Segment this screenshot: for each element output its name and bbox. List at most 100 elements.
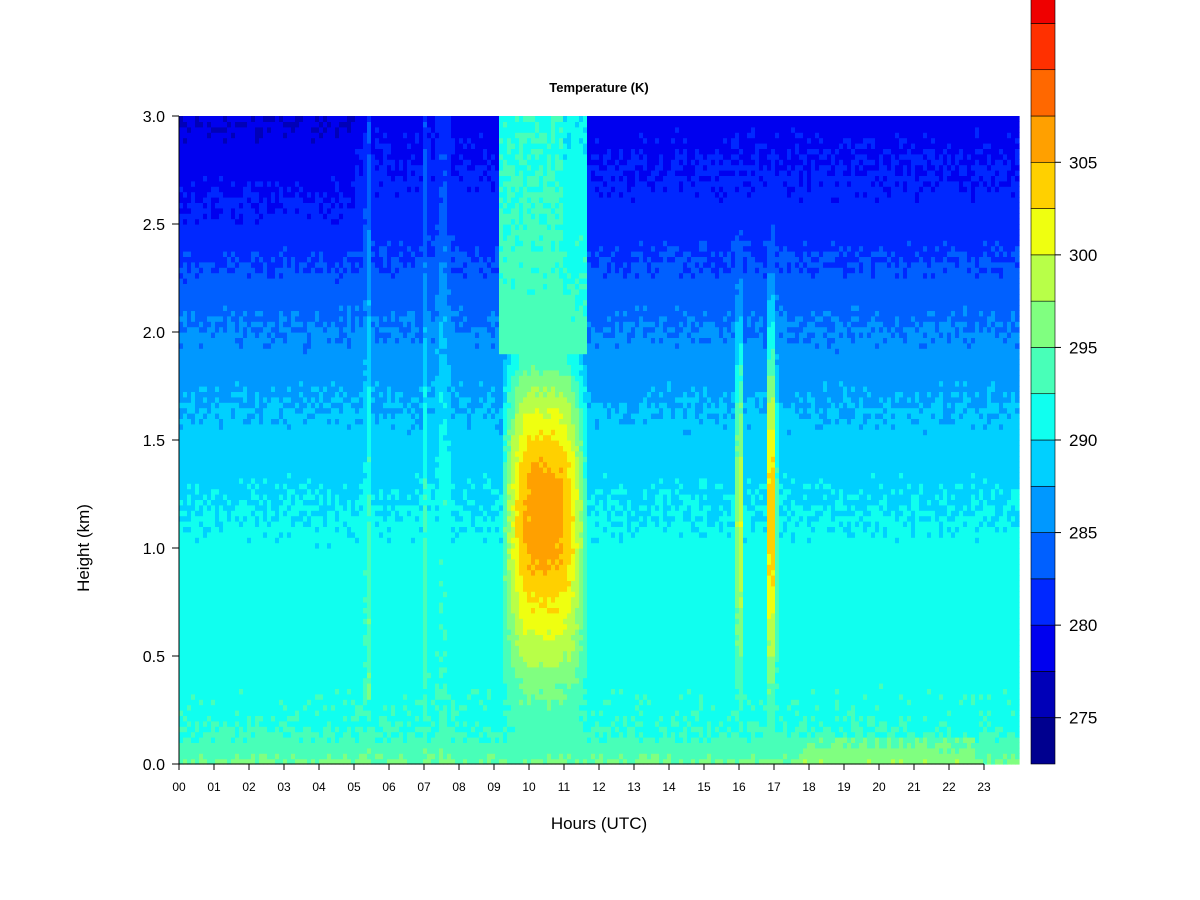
heatmap-cell — [311, 256, 316, 262]
heatmap-cell — [231, 305, 236, 311]
heatmap-cell — [231, 564, 236, 570]
heatmap-cell — [179, 607, 184, 613]
heatmap-cell — [307, 186, 312, 192]
heatmap-cell — [279, 521, 284, 527]
heatmap-cell — [315, 618, 320, 624]
heatmap-cell — [311, 251, 316, 257]
heatmap-cell — [315, 202, 320, 208]
heatmap-cell — [287, 510, 292, 516]
heatmap-cell — [299, 332, 304, 338]
heatmap-cell — [259, 472, 264, 478]
heatmap-cell — [311, 624, 316, 630]
heatmap-cell — [287, 235, 292, 241]
heatmap-cell — [299, 181, 304, 187]
heatmap-cell — [263, 456, 268, 462]
heatmap-cell — [283, 224, 288, 230]
heatmap-cell — [291, 478, 296, 484]
heatmap-cell — [219, 429, 224, 435]
heatmap-cell — [291, 278, 296, 284]
heatmap-cell — [243, 678, 248, 684]
heatmap-cell — [231, 181, 236, 187]
heatmap-cell — [187, 413, 192, 419]
heatmap-cell — [223, 197, 228, 203]
heatmap-cell — [251, 672, 256, 678]
heatmap-cell — [207, 656, 212, 662]
heatmap-cell — [223, 262, 228, 268]
heatmap-cell — [191, 678, 196, 684]
heatmap-cell — [311, 537, 316, 543]
heatmap-cell — [263, 327, 268, 333]
heatmap-cell — [187, 521, 192, 527]
heatmap-cell — [303, 586, 308, 592]
heatmap-cell — [311, 451, 316, 457]
heatmap-cell — [203, 316, 208, 322]
heatmap-cell — [311, 548, 316, 554]
heatmap-cell — [183, 694, 188, 700]
heatmap-cell — [303, 456, 308, 462]
heatmap-cell — [283, 424, 288, 430]
heatmap-cell — [227, 553, 232, 559]
heatmap-cell — [207, 726, 212, 732]
heatmap-cell — [275, 445, 280, 451]
heatmap-cell — [263, 543, 268, 549]
heatmap-cell — [231, 586, 236, 592]
heatmap-cell — [295, 580, 300, 586]
heatmap-cell — [247, 273, 252, 279]
heatmap-cell — [203, 580, 208, 586]
heatmap-cell — [271, 354, 276, 360]
heatmap-cell — [291, 548, 296, 554]
heatmap-cell — [287, 543, 292, 549]
heatmap-cell — [283, 489, 288, 495]
heatmap-cell — [251, 748, 256, 754]
heatmap-cell — [275, 246, 280, 252]
heatmap-cell — [235, 591, 240, 597]
heatmap-cell — [259, 273, 264, 279]
heatmap-cell — [271, 348, 276, 354]
heatmap-cell — [275, 186, 280, 192]
heatmap-cell — [283, 429, 288, 435]
heatmap-cell — [287, 359, 292, 365]
heatmap-cell — [299, 710, 304, 716]
heatmap-cell — [275, 537, 280, 543]
heatmap-cell — [235, 607, 240, 613]
heatmap-cell — [231, 440, 236, 446]
heatmap-cell — [251, 526, 256, 532]
heatmap-cell — [207, 553, 212, 559]
heatmap-cell — [255, 256, 260, 262]
heatmap-cell — [191, 424, 196, 430]
heatmap-cell — [235, 667, 240, 673]
heatmap-cell — [187, 337, 192, 343]
heatmap-cell — [251, 586, 256, 592]
heatmap-cell — [299, 483, 304, 489]
heatmap-cell — [231, 375, 236, 381]
heatmap-cell — [179, 321, 184, 327]
heatmap-cell — [307, 688, 312, 694]
heatmap-cell — [247, 726, 252, 732]
heatmap-cell — [267, 715, 272, 721]
heatmap-cell — [195, 661, 200, 667]
heatmap-cell — [315, 629, 320, 635]
heatmap-cell — [267, 224, 272, 230]
heatmap-cell — [199, 262, 204, 268]
heatmap-cell — [239, 532, 244, 538]
heatmap-cell — [267, 197, 272, 203]
heatmap-cell — [223, 516, 228, 522]
heatmap-cell — [199, 364, 204, 370]
heatmap-cell — [263, 489, 268, 495]
heatmap-cell — [235, 521, 240, 527]
heatmap-cell — [267, 656, 272, 662]
heatmap-cell — [207, 208, 212, 214]
heatmap-cell — [311, 321, 316, 327]
heatmap-cell — [287, 418, 292, 424]
heatmap-cell — [207, 424, 212, 430]
heatmap-cell — [275, 489, 280, 495]
heatmap-cell — [263, 472, 268, 478]
heatmap-cell — [219, 138, 224, 144]
heatmap-cell — [299, 143, 304, 149]
heatmap-cell — [275, 483, 280, 489]
heatmap-cell — [291, 483, 296, 489]
heatmap-cell — [191, 575, 196, 581]
heatmap-cell — [259, 165, 264, 171]
heatmap-cell — [283, 483, 288, 489]
heatmap-cell — [307, 537, 312, 543]
